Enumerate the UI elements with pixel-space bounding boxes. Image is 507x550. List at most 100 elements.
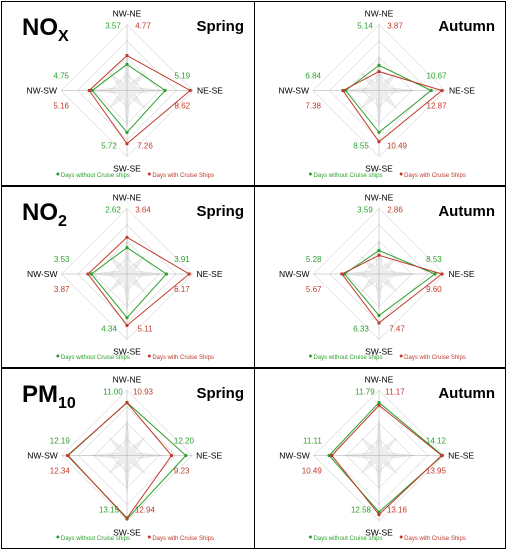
data-point-without xyxy=(377,130,381,134)
legend-marker-without xyxy=(56,172,60,176)
data-label-without: 11.79 xyxy=(355,387,375,396)
data-label-without: 6.84 xyxy=(305,72,321,81)
data-point-with xyxy=(86,272,90,276)
data-point-without xyxy=(125,62,129,66)
axis-label-top: NW-NE xyxy=(365,9,394,19)
data-label-without: 13.15 xyxy=(99,506,120,515)
data-point-without xyxy=(429,88,433,93)
pollutant-name: PM xyxy=(22,381,58,408)
axis-label-left: NW-SW xyxy=(26,86,57,96)
data-point-with xyxy=(87,88,91,93)
data-label-without: 3.59 xyxy=(357,205,373,214)
axis-label-right: NE-SE xyxy=(197,86,223,96)
data-label-without: 10.67 xyxy=(427,72,448,81)
data-label-with: 10.49 xyxy=(302,467,323,476)
data-label-with: 7.38 xyxy=(305,102,321,111)
grid-ring xyxy=(313,389,445,522)
legend-label-without: Days without Cruise ships xyxy=(61,536,130,542)
data-point-with xyxy=(125,142,129,146)
legend-marker-with xyxy=(399,535,403,539)
data-label-without: 12.20 xyxy=(174,437,195,446)
pollutant-subscript: 10 xyxy=(58,395,76,412)
axis-label-top: NW-NE xyxy=(365,374,394,384)
season-label: Autumn xyxy=(438,18,495,35)
axis-label-left: NW-SW xyxy=(27,451,58,461)
legend-marker-with xyxy=(399,354,403,358)
pollutant-name: NO xyxy=(22,14,58,41)
legend-marker-without xyxy=(56,354,60,358)
data-label-with: 9.60 xyxy=(426,285,442,294)
data-point-with xyxy=(440,88,444,93)
data-label-with: 11.17 xyxy=(385,387,405,396)
axis-label-bottom: SW-SE xyxy=(365,528,393,538)
data-label-without: 4.75 xyxy=(53,72,69,81)
legend-label-without: Days without Cruise ships xyxy=(61,173,130,179)
data-label-without: 8.53 xyxy=(426,255,442,264)
data-label-with: 6.17 xyxy=(174,285,190,294)
radar-panel-nox-spring: NOX Spring NW-NE SW-SE NE-SE NW-SW 3.57 5.19 5.7… xyxy=(1,1,255,186)
legend-label-with: Days with Cruise Ships xyxy=(404,355,466,361)
data-point-with xyxy=(125,516,129,520)
data-point-without xyxy=(89,272,94,276)
legend-marker-with xyxy=(147,535,151,539)
data-point-with xyxy=(169,453,174,458)
data-point-without xyxy=(377,313,381,318)
data-point-with xyxy=(377,321,381,325)
data-point-with xyxy=(377,140,381,144)
season-label: Autumn xyxy=(438,385,495,402)
data-label-with: 10.93 xyxy=(133,387,154,396)
radar-panel-x-autumn: Autumn NW-NE SW-SE NE-SE NW-SW 3.59 8.53 6.33 5.… xyxy=(254,186,506,368)
season-label: Autumn xyxy=(438,203,495,220)
legend-label-with: Days with Cruise Ships xyxy=(152,173,214,179)
data-label-without: 5.19 xyxy=(175,72,191,81)
data-label-with: 3.87 xyxy=(387,22,403,31)
grid-ring xyxy=(313,208,445,340)
data-label-with: 8.62 xyxy=(175,102,191,111)
data-point-without xyxy=(184,453,188,458)
data-point-with xyxy=(440,272,444,276)
legend-marker-with xyxy=(147,354,151,358)
data-point-with xyxy=(125,401,129,405)
legend-marker-with xyxy=(399,172,403,176)
data-point-without xyxy=(327,453,331,458)
radar-svg: NW-NE SW-SE NE-SE NW-SW 2.62 3.91 4.34 3.53 3.64… xyxy=(27,192,223,361)
season-label: Spring xyxy=(196,18,245,35)
grid-ring xyxy=(61,208,193,340)
axis-label-left: NW-SW xyxy=(278,86,309,96)
data-label-with: 5.16 xyxy=(53,102,69,111)
data-label-with: 2.86 xyxy=(387,205,403,214)
data-label-without: 5.28 xyxy=(306,255,322,264)
axis-label-top: NW-NE xyxy=(113,9,142,19)
data-point-with xyxy=(377,253,381,257)
legend-label-with: Days with Cruise Ships xyxy=(152,355,214,361)
data-point-with xyxy=(65,453,70,458)
data-label-without: 14.12 xyxy=(426,437,447,446)
legend-label-with: Days with Cruise Ships xyxy=(152,536,214,542)
data-point-with xyxy=(125,323,129,328)
pollutant-name: NO xyxy=(22,199,58,226)
legend-label-without: Days without Cruise ships xyxy=(313,173,382,179)
data-label-without: 8.55 xyxy=(353,142,369,151)
axis-label-right: NE-SE xyxy=(449,269,475,279)
pollutant-title: NOX xyxy=(22,14,69,45)
data-label-with: 12.34 xyxy=(50,467,71,476)
axis-label-bottom: SW-SE xyxy=(113,528,141,538)
data-label-with: 3.64 xyxy=(135,205,151,214)
axis-label-bottom: SW-SE xyxy=(365,347,393,357)
data-point-with xyxy=(440,453,444,458)
data-point-without xyxy=(377,400,381,405)
data-point-with xyxy=(187,272,191,276)
data-point-without xyxy=(163,88,167,93)
legend-marker-without xyxy=(308,172,312,176)
axis-label-right: NE-SE xyxy=(448,451,474,461)
axis-label-bottom: SW-SE xyxy=(113,164,141,174)
data-label-without: 2.62 xyxy=(105,205,121,214)
data-point-with xyxy=(125,235,129,239)
pollutant-subscript: X xyxy=(58,28,69,45)
data-label-without: 3.91 xyxy=(174,255,190,264)
data-point-without xyxy=(125,130,129,135)
radar-panel-no2-spring: NO2 Spring NW-NE SW-SE NE-SE NW-SW 2.62 3.91 4.3… xyxy=(1,186,255,368)
data-label-with: 3.87 xyxy=(54,285,70,294)
data-label-with: 5.67 xyxy=(306,285,322,294)
data-point-with xyxy=(377,403,381,407)
